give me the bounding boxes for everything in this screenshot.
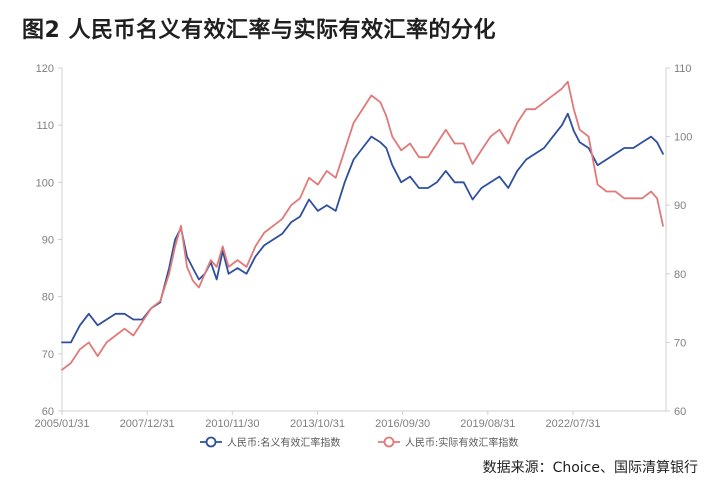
left-y-ticks: 60 70 80 90 100 110 120: [36, 63, 62, 418]
legend-label-0: 人民币:名义有效汇率指数: [227, 436, 340, 449]
x-tick-label: 2016/09/30: [375, 418, 430, 430]
axes-frame: [61, 68, 667, 412]
legend-marker-0: [205, 436, 217, 448]
x-tick-label: 2005/01/31: [34, 418, 89, 430]
left-tick-label: 90: [42, 235, 54, 247]
left-tick-label: 120: [36, 63, 54, 75]
series-layer: [61, 80, 664, 371]
left-tick-label: 80: [42, 292, 54, 304]
x-tick-label: 2010/11/30: [205, 418, 259, 430]
left-tick-label: 100: [36, 177, 54, 189]
left-tick-label: 60: [42, 406, 54, 418]
series-line-0: [61, 112, 664, 344]
right-tick-label: 70: [674, 337, 686, 349]
x-tick-label: 2019/08/31: [460, 418, 515, 430]
legend-label-1: 人民币:实际有效汇率指数: [405, 436, 518, 449]
right-tick-label: 60: [674, 406, 686, 418]
legend-marker-1: [383, 436, 395, 448]
chart-title: 图2 人民币名义有效汇率与实际有效汇率的分化: [22, 18, 496, 43]
right-tick-label: 110: [674, 63, 692, 75]
legend: 人民币:名义有效汇率指数 人民币:实际有效汇率指数: [200, 436, 518, 449]
series-line-1: [61, 80, 664, 371]
x-axis-ticks: 2005/01/31 2007/12/31 2010/11/30 2013/10/31…: [34, 411, 601, 430]
left-tick-label: 110: [36, 120, 54, 132]
right-tick-label: 80: [674, 269, 686, 281]
x-tick-label: 2022/07/31: [545, 418, 600, 430]
x-tick-label: 2007/12/31: [120, 418, 175, 430]
right-tick-label: 90: [674, 200, 686, 212]
right-y-ticks: 60 70 80 90 100 110: [666, 63, 692, 418]
right-tick-label: 100: [674, 132, 692, 144]
left-tick-label: 70: [42, 349, 54, 361]
source-note: 数据来源：Choice、国际清算银行: [482, 460, 698, 476]
x-tick-label: 2013/10/31: [290, 418, 345, 430]
